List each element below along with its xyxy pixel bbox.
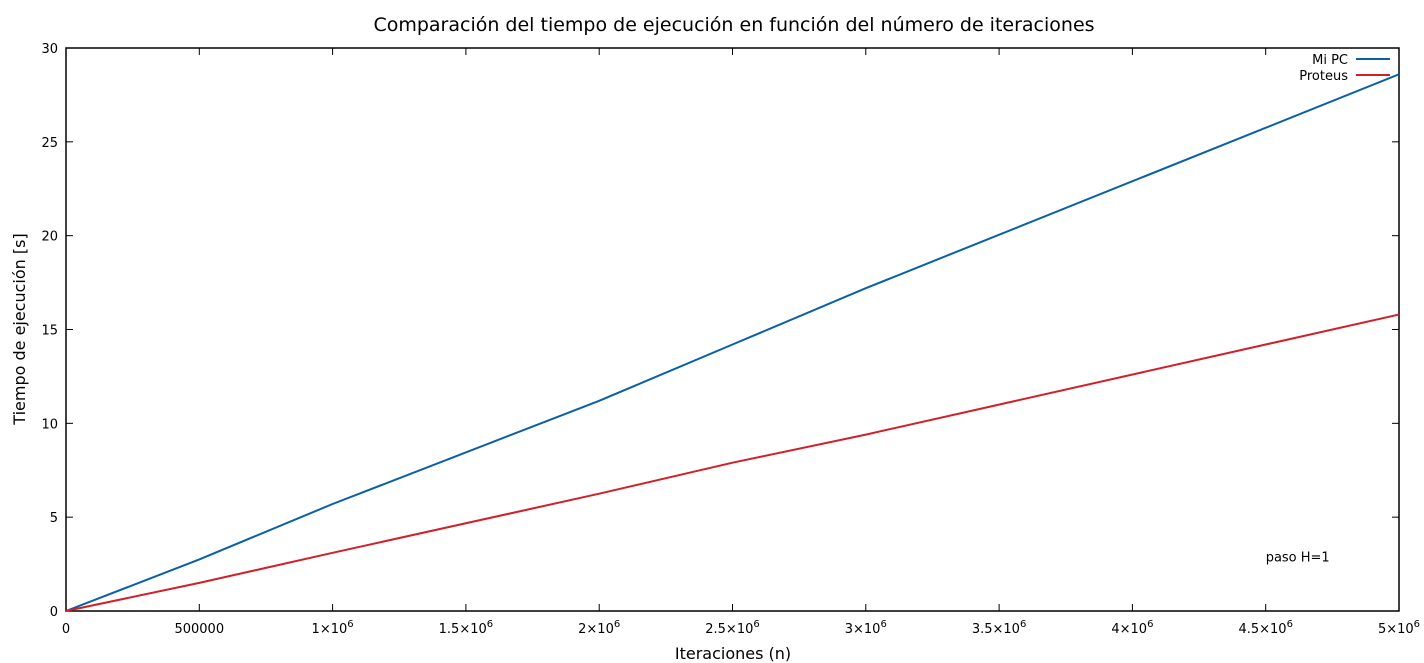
- y-tick-label: 30: [41, 42, 58, 57]
- series-group: [65, 73, 1400, 612]
- plot-area: [65, 47, 1400, 612]
- y-tick-label: 20: [41, 230, 58, 245]
- x-axis-label: Iteraciones (n): [675, 644, 791, 663]
- annotations: paso H=1: [1266, 551, 1330, 566]
- x-tick-label: 3×106: [845, 619, 887, 637]
- y-tick-label: 10: [41, 417, 58, 432]
- x-tick-label: 0: [62, 622, 70, 637]
- x-tick-label: 1.5×106: [439, 619, 493, 637]
- y-tick-label: 5: [50, 511, 58, 526]
- x-tick-label: 5×106: [1378, 619, 1420, 637]
- y-tick-label: 0: [50, 605, 58, 620]
- series-line-proteus: [65, 313, 1400, 612]
- x-tick-label: 2×106: [578, 619, 620, 637]
- legend-label: Proteus: [1299, 69, 1348, 84]
- x-tick-label: 1×106: [312, 619, 354, 637]
- x-tick-label: 4×106: [1111, 619, 1153, 637]
- x-tick-label: 4.5×106: [1238, 619, 1292, 637]
- x-tick-label: 3.5×106: [972, 619, 1026, 637]
- series-line-mi-pc: [65, 73, 1400, 612]
- y-tick-label: 25: [41, 136, 58, 151]
- x-tick-label: 2.5×106: [705, 619, 759, 637]
- y-axis-label: Tiempo de ejecución [s]: [10, 233, 29, 425]
- legend-label: Mi PC: [1312, 53, 1348, 68]
- x-tick-label: 500000: [174, 622, 224, 637]
- annotation-text: paso H=1: [1266, 551, 1330, 566]
- chart-title: Comparación del tiempo de ejecución en f…: [373, 14, 1094, 36]
- y-tick-label: 15: [41, 324, 58, 339]
- axis-ticks: 0 500000 1×106 1.5×106 2×106 2.5×106 3×106 3.5×…: [41, 42, 1420, 637]
